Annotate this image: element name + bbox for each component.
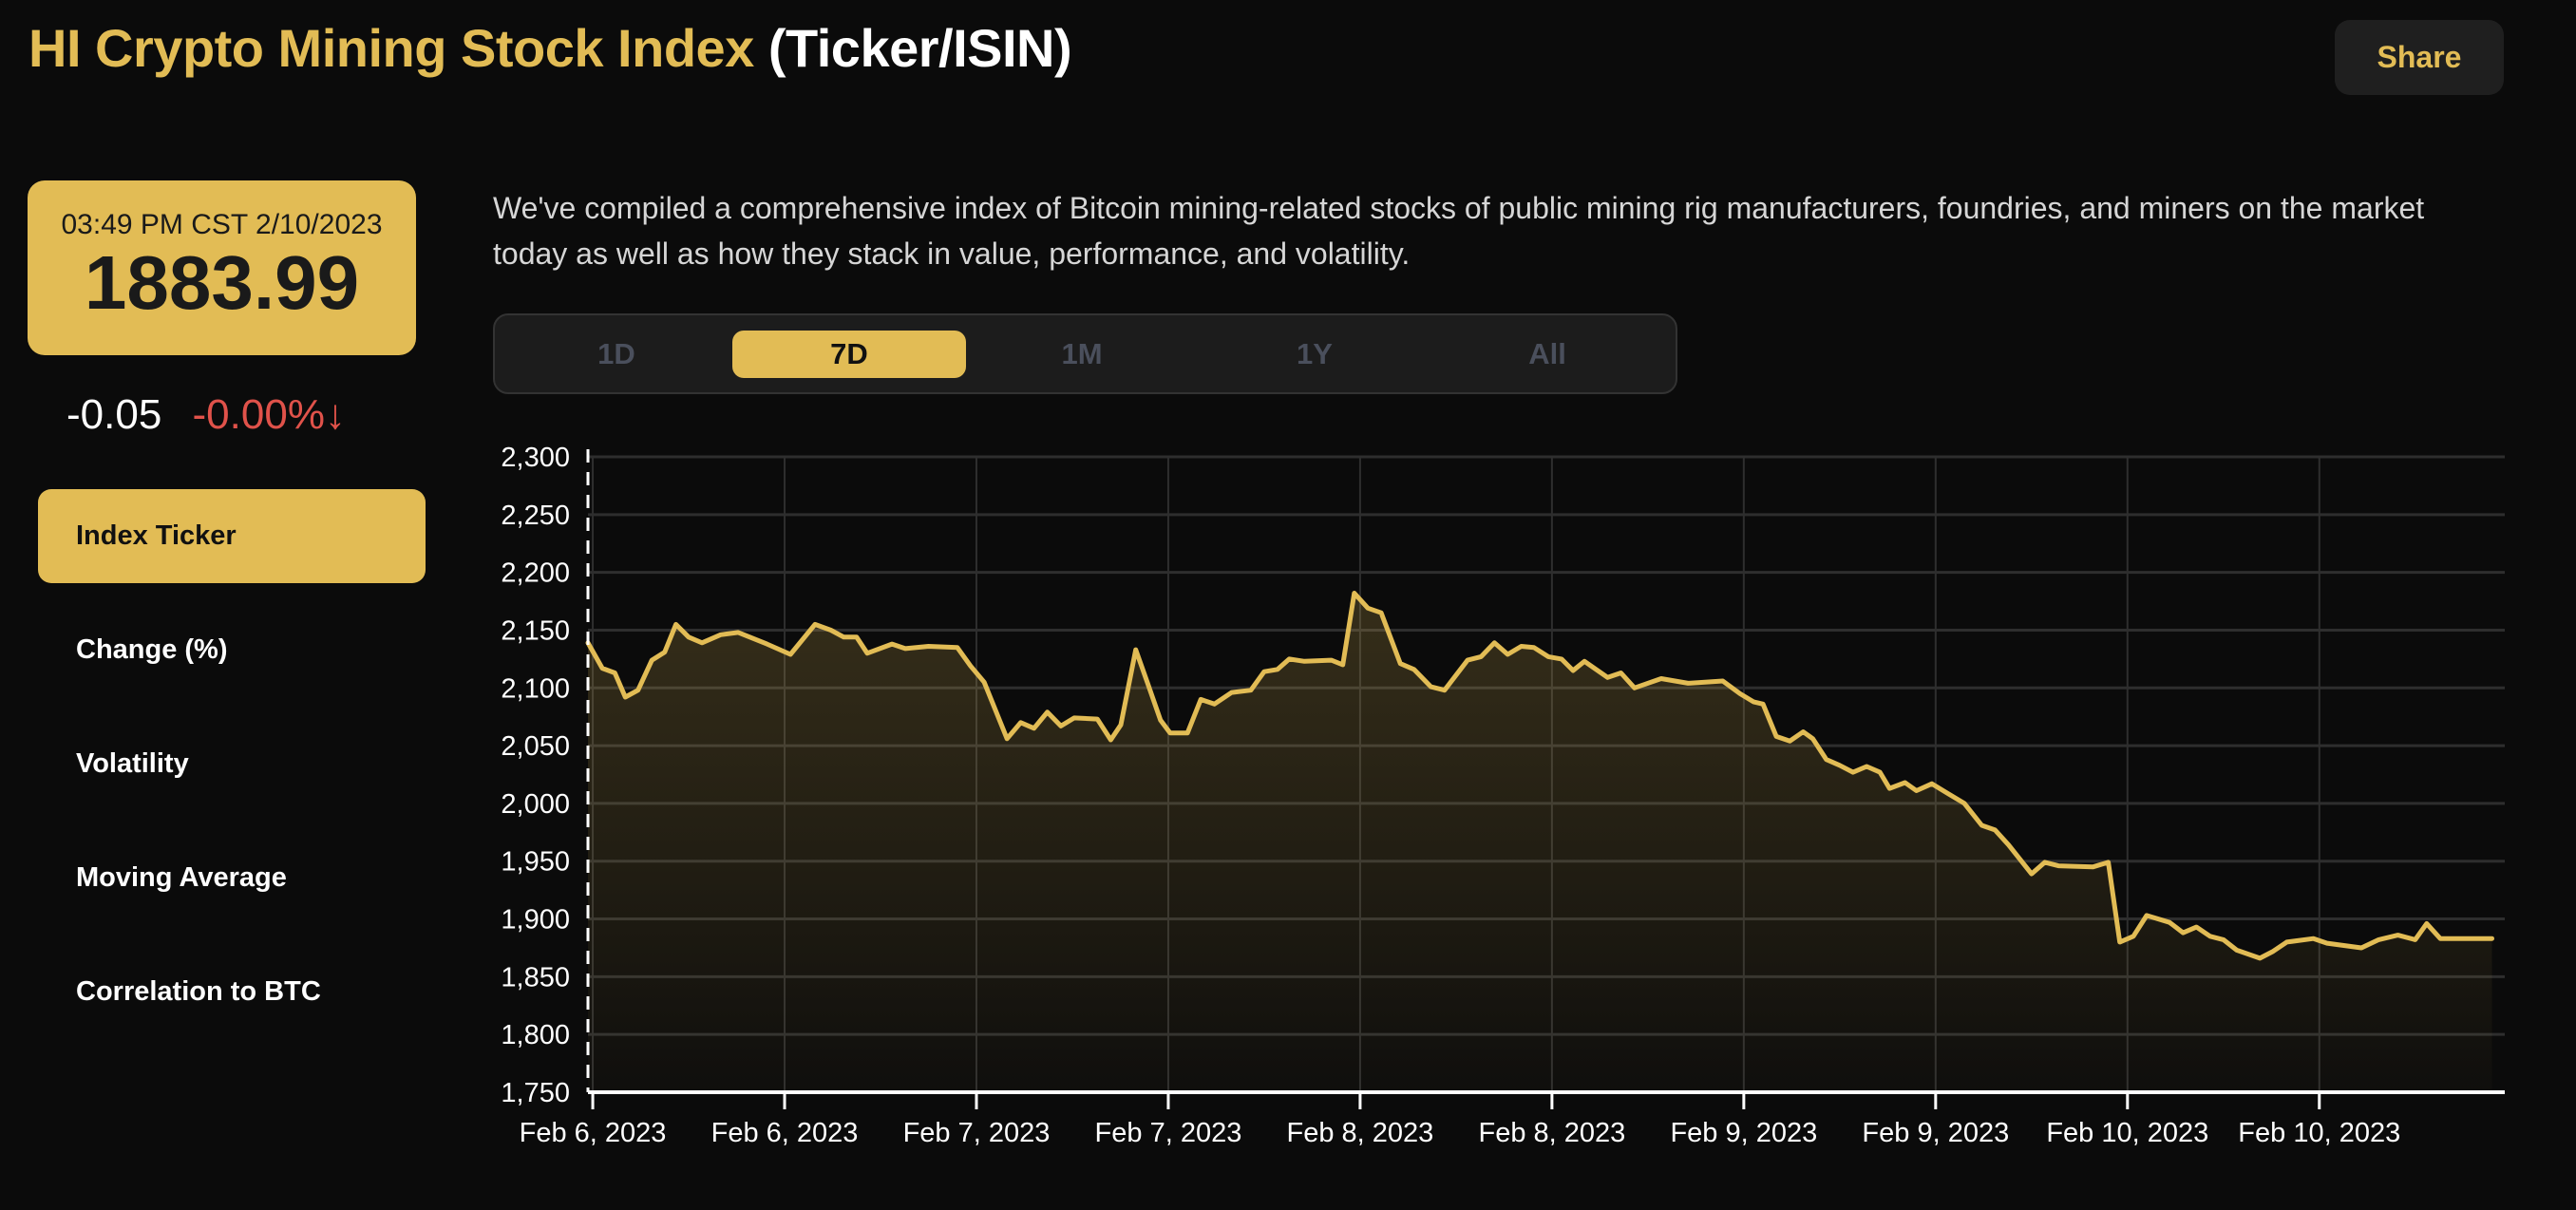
share-button[interactable]: Share: [2335, 20, 2504, 95]
change-percent: -0.00%: [192, 391, 325, 438]
y-tick-label: 2,250: [501, 501, 570, 531]
x-tick-label: Feb 6, 2023: [520, 1118, 667, 1148]
arrow-down-icon: ↓: [324, 391, 346, 438]
tab-all[interactable]: All: [1528, 337, 1566, 370]
x-tick-label: Feb 9, 2023: [1670, 1118, 1817, 1148]
y-tick-label: 2,300: [501, 443, 570, 473]
change-value: -0.05: [66, 391, 162, 438]
x-tick-label: Feb 7, 2023: [903, 1118, 1051, 1148]
x-tick-label: Feb 8, 2023: [1478, 1118, 1625, 1148]
y-tick-label: 1,900: [501, 905, 570, 936]
x-tick-label: Feb 8, 2023: [1287, 1118, 1434, 1148]
sidebar: Index Ticker Change (%) Volatility Movin…: [38, 489, 426, 1039]
title-suffix: (Ticker/ISIN): [767, 18, 1072, 78]
sidebar-item-index-ticker[interactable]: Index Ticker: [38, 489, 426, 583]
x-tick-label: Feb 6, 2023: [711, 1118, 859, 1148]
price-timestamp: 03:49 PM CST 2/10/2023: [61, 209, 383, 240]
title-main: HI Crypto Mining Stock Index: [28, 18, 754, 78]
y-tick-label: 2,050: [501, 731, 570, 762]
range-tabs: 1D 7D 1M 1Y All: [493, 313, 1677, 394]
price-card: 03:49 PM CST 2/10/2023 1883.99: [28, 180, 416, 355]
tab-1y[interactable]: 1Y: [1297, 337, 1333, 370]
y-tick-label: 2,000: [501, 789, 570, 820]
chart-area-fill: [588, 593, 2492, 1092]
sidebar-item-correlation-btc[interactable]: Correlation to BTC: [76, 976, 321, 1007]
y-tick-label: 2,150: [501, 615, 570, 646]
tab-1m[interactable]: 1M: [1061, 337, 1103, 370]
x-tick-label: Feb 10, 2023: [2238, 1118, 2400, 1148]
y-tick-label: 2,100: [501, 673, 570, 704]
y-tick-label: 1,850: [501, 962, 570, 993]
chart-line: [585, 591, 2494, 961]
tab-7d[interactable]: 7D: [732, 331, 966, 378]
y-tick-label: 1,750: [501, 1078, 570, 1108]
page-title: HI Crypto Mining Stock Index (Ticker/ISI…: [28, 17, 1072, 79]
sidebar-item-volatility[interactable]: Volatility: [76, 748, 189, 779]
price-change: -0.05 -0.00%↓: [66, 391, 346, 439]
sidebar-item-moving-average[interactable]: Moving Average: [76, 862, 287, 893]
x-tick-label: Feb 10, 2023: [2046, 1118, 2208, 1148]
tab-1d[interactable]: 1D: [597, 337, 635, 370]
y-tick-label: 2,200: [501, 558, 570, 589]
y-tick-label: 1,950: [501, 847, 570, 878]
index-description: We've compiled a comprehensive index of …: [493, 191, 2425, 271]
x-tick-label: Feb 9, 2023: [1862, 1118, 2009, 1148]
x-tick-label: Feb 7, 2023: [1095, 1118, 1242, 1148]
y-tick-label: 1,800: [501, 1020, 570, 1050]
price-value: 1883.99: [84, 240, 360, 325]
sidebar-item-change[interactable]: Change (%): [76, 634, 228, 665]
